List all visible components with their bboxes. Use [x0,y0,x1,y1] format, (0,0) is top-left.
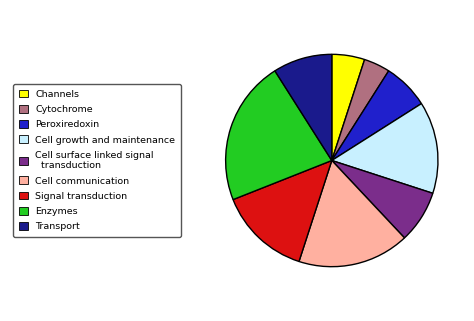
Wedge shape [275,54,332,160]
Wedge shape [332,54,365,160]
Wedge shape [299,160,404,267]
Wedge shape [226,71,332,200]
Wedge shape [233,160,332,262]
Wedge shape [332,59,389,160]
Wedge shape [332,160,433,238]
Legend: Channels, Cytochrome, Peroxiredoxin, Cell growth and maintenance, Cell surface l: Channels, Cytochrome, Peroxiredoxin, Cel… [13,84,181,237]
Wedge shape [332,71,421,160]
Wedge shape [332,104,438,193]
